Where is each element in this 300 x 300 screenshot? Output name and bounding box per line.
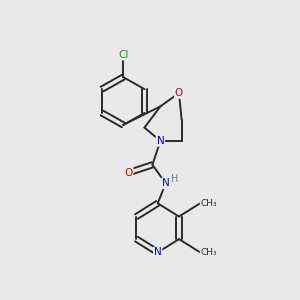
Text: N: N — [154, 248, 162, 257]
Text: CH₃: CH₃ — [200, 248, 217, 257]
Text: H: H — [171, 174, 179, 184]
Text: N: N — [162, 178, 170, 188]
Text: O: O — [124, 168, 133, 178]
Text: N: N — [157, 136, 164, 146]
Text: Cl: Cl — [118, 50, 128, 60]
Text: CH₃: CH₃ — [200, 199, 217, 208]
Text: O: O — [175, 88, 183, 98]
